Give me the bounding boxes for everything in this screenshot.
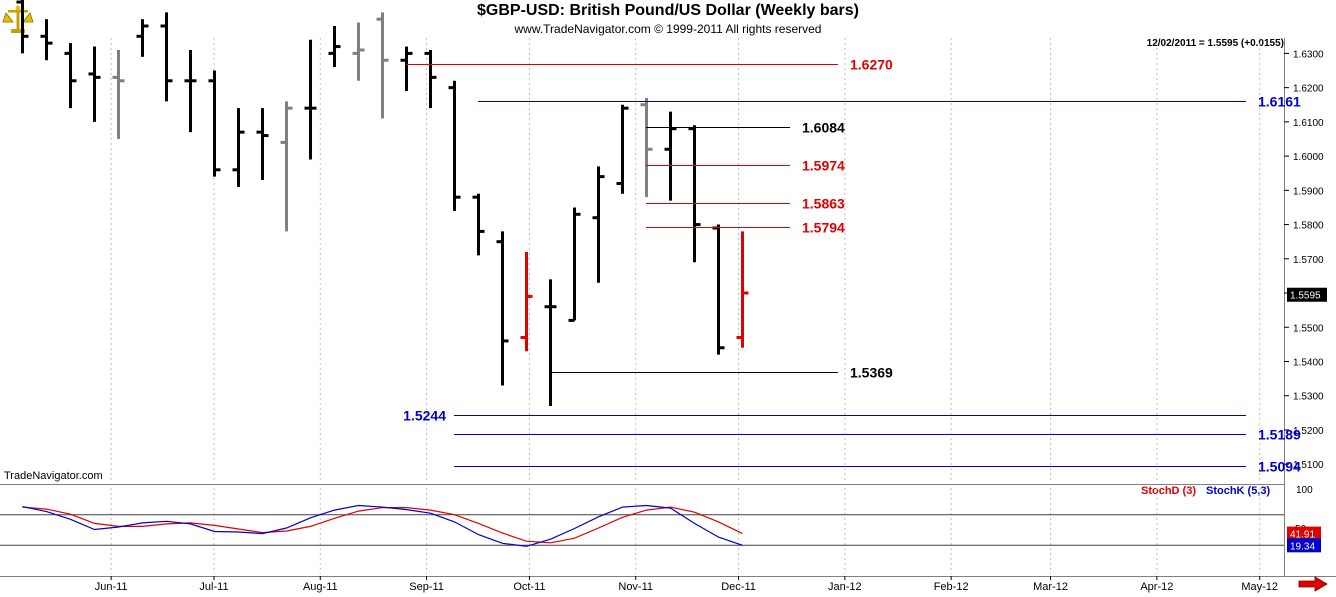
- ohlc-bar: [16, 0, 29, 54]
- level-1.6270: 1.6270: [406, 57, 893, 73]
- price-tick-label: 1.5800: [1293, 221, 1324, 232]
- time-tick-label: Jan-12: [828, 581, 862, 593]
- ohlc-bar: [136, 19, 149, 57]
- ohlc-bar: [352, 22, 365, 81]
- ohlc-bar: [568, 207, 581, 322]
- ohlc-bar: [232, 108, 245, 187]
- time-tick-label: Mar-12: [1033, 581, 1068, 593]
- ohlc-bar: [736, 231, 749, 348]
- ohlc-bar: [544, 279, 557, 406]
- level-1.6084: 1.6084: [646, 120, 845, 136]
- grid-lines: [110, 38, 1261, 574]
- price-tick-label: 1.5200: [1293, 426, 1324, 437]
- ohlc-bar: [448, 80, 461, 211]
- price-tick-label: 1.5100: [1293, 460, 1324, 471]
- time-tick-label: Nov-11: [618, 581, 653, 593]
- level-label: 1.5094: [1258, 459, 1301, 475]
- ohlc-bar: [256, 108, 269, 181]
- price-tick-label: 1.6000: [1293, 152, 1324, 163]
- ohlc-bar: [496, 231, 509, 386]
- ohlc-bar: [280, 101, 293, 232]
- level-1.5094: 1.5094: [454, 459, 1301, 475]
- time-tick-label: Aug-11: [303, 581, 338, 593]
- scale-logo-icon: [2, 3, 34, 35]
- time-axis: Jun-11 Jul-11 Aug-11 Sep-11 Oct-11 Nov-11 Dec-…: [95, 576, 1278, 593]
- ohlc-bar: [304, 39, 317, 160]
- price-tick-label: 1.5400: [1293, 357, 1324, 368]
- ohlc-bar: [616, 104, 629, 194]
- time-tick-label: Jul-11: [199, 581, 228, 593]
- ohlc-bar: [640, 97, 653, 198]
- level-1.5244: 1.5244: [403, 408, 1246, 424]
- time-tick-label: Oct-11: [513, 581, 545, 593]
- price-tick-label: 1.6200: [1293, 84, 1324, 95]
- ohlc-bar: [424, 49, 437, 109]
- level-1.6161: 1.6161: [478, 94, 1301, 110]
- red-right-arrow-icon[interactable]: [1298, 576, 1328, 592]
- ohlc-bar: [712, 224, 725, 355]
- ohlc-bar: [592, 166, 605, 283]
- level-label: 1.5974: [802, 158, 845, 174]
- ohlc-bar: [40, 19, 53, 61]
- stoch-scale-100: 100: [1296, 485, 1313, 496]
- level-label: 1.5863: [802, 196, 845, 212]
- level-label: 1.5369: [850, 365, 893, 381]
- level-label: 1.5244: [403, 408, 446, 424]
- price-tick-label: 1.5500: [1293, 323, 1324, 334]
- price-tick-label: 1.5700: [1293, 255, 1324, 266]
- stochk-line: [22, 504, 743, 547]
- time-tick-label: Feb-12: [934, 581, 969, 593]
- stochk-value-box: [1287, 538, 1321, 553]
- ohlc-bar: [160, 12, 173, 102]
- level-label: 1.5189: [1258, 427, 1301, 443]
- time-tick-label: May-12: [1241, 581, 1278, 593]
- price-bars: [16, 0, 749, 406]
- ohlc-bar: [472, 193, 485, 256]
- level-1.5369: 1.5369: [550, 365, 893, 381]
- time-tick-label: Dec-11: [721, 581, 756, 593]
- price-tick-label: 1.6300: [1293, 49, 1324, 60]
- price-tick-label: 1.5300: [1293, 392, 1324, 403]
- ohlc-bar: [184, 49, 197, 133]
- axes: 1.51001.52001.53001.54001.55001.56001.57…: [0, 38, 1336, 577]
- chart-title: $GBP-USD: British Pound/US Dollar (Weekl…: [477, 2, 859, 19]
- stochd-legend: StochD (3): [1141, 485, 1196, 497]
- ohlc-bar: [112, 49, 125, 139]
- ohlc-bar: [400, 46, 413, 92]
- price-tick-label: 1.5900: [1293, 186, 1324, 197]
- level-label: 1.6161: [1258, 94, 1301, 110]
- price-tick-label: 1.6100: [1293, 118, 1324, 129]
- last-price-label: 1.5595: [1290, 291, 1321, 302]
- level-1.5863: 1.5863: [646, 196, 845, 212]
- level-label: 1.6084: [802, 120, 845, 136]
- stochd-value-box: [1287, 526, 1321, 541]
- ohlc-bar: [88, 46, 101, 122]
- time-tick-label: Jun-11: [95, 581, 128, 593]
- time-tick-label: Apr-12: [1140, 581, 1173, 593]
- ohlc-bar: [328, 26, 341, 68]
- level-label: 1.6270: [850, 57, 893, 73]
- ohlc-bar: [688, 125, 701, 263]
- copyright-text: www.TradeNavigator.com © 1999-2011 All r…: [514, 22, 822, 36]
- level-label: 1.5794: [802, 220, 845, 236]
- ohlc-bar: [376, 12, 389, 119]
- ohlc-bar: [520, 251, 533, 352]
- level-lines: 1.6270 1.6161 1.6084 1.5974 1.5863 1.5794 1.53…: [403, 57, 1301, 475]
- level-1.5974: 1.5974: [646, 158, 845, 174]
- last-price-box: [1287, 287, 1327, 302]
- stochd-value: 41.91: [1290, 530, 1315, 541]
- ohlc-bar: [208, 70, 221, 177]
- ohlc-bar: [64, 43, 77, 109]
- time-tick-label: Sep-11: [409, 581, 444, 593]
- ohlc-bar: [664, 111, 677, 201]
- watermark-text: TradeNavigator.com: [4, 470, 103, 482]
- stochk-legend: StochK (5,3): [1206, 485, 1271, 497]
- last-quote: 12/02/2011 = 1.5595 (+0.0155): [1146, 38, 1284, 49]
- level-1.5794: 1.5794: [646, 220, 845, 236]
- stochk-value: 19.34: [1290, 541, 1315, 552]
- level-1.5189: 1.5189: [454, 427, 1301, 443]
